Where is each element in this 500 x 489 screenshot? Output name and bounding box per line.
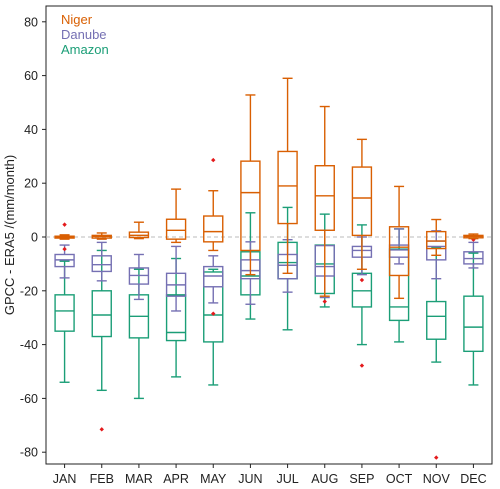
box-niger-mar [128, 221, 150, 240]
box-niger-jan [54, 222, 75, 240]
x-tick-label: JUN [238, 472, 262, 486]
y-tick-label: -60 [20, 392, 38, 406]
x-tick-label: JUL [276, 472, 298, 486]
y-tick-label: 40 [24, 123, 38, 137]
legend-entry-niger: Niger [61, 12, 93, 27]
x-tick-label: MAY [200, 472, 227, 486]
outlier-point [62, 246, 67, 252]
outlier-point [62, 222, 67, 227]
y-axis: -80 -60 -40 -20 0 20 40 60 80 [20, 15, 46, 460]
legend-entry-amazon: Amazon [61, 42, 109, 57]
iqr-box [351, 166, 373, 237]
iqr-box [203, 271, 224, 343]
outlier-point [211, 157, 216, 163]
box-niger-oct [388, 185, 410, 300]
y-tick-label: 20 [24, 177, 38, 191]
x-tick-label: OCT [386, 472, 413, 486]
series-niger [54, 77, 484, 300]
outlier-point [99, 427, 104, 432]
iqr-box [463, 295, 484, 353]
box-danube-dec [463, 241, 484, 269]
y-tick-label: 80 [24, 15, 38, 29]
iqr-box [165, 294, 187, 342]
box-niger-nov [426, 218, 447, 256]
box-layer [54, 77, 484, 460]
box-danube-mar [128, 253, 150, 301]
y-tick-label: -20 [20, 284, 38, 298]
outlier-point [434, 455, 439, 460]
iqr-box [203, 215, 224, 243]
iqr-box [426, 300, 447, 340]
box-niger-jul [277, 77, 298, 275]
iqr-box [277, 150, 298, 225]
y-tick-label: -80 [20, 446, 38, 460]
outlier-point [322, 299, 327, 304]
box-danube-jan [54, 244, 75, 279]
iqr-box [240, 160, 261, 252]
y-tick-label: 60 [24, 69, 38, 83]
y-tick-label: -40 [20, 338, 38, 352]
iqr-box [388, 226, 410, 277]
x-tick-label: MAR [125, 472, 153, 486]
x-tick-label: NOV [423, 472, 451, 486]
x-tick-label: SEP [349, 472, 374, 486]
box-niger-jun [240, 94, 261, 276]
x-tick-label: FEB [90, 472, 114, 486]
box-danube-may [203, 255, 224, 304]
outlier-point [211, 311, 216, 316]
outlier-point [359, 277, 365, 283]
iqr-box [314, 165, 335, 231]
iqr-box [388, 248, 410, 322]
box-amazon-feb [91, 249, 112, 432]
box-niger-apr [165, 188, 187, 244]
y-tick-label: 0 [31, 231, 38, 245]
y-axis-label: GPCC - ERA5 /(mm/month) [2, 155, 17, 315]
iqr-box [165, 218, 187, 240]
x-tick-label: JAN [53, 472, 77, 486]
box-niger-dec [463, 233, 484, 240]
box-danube-feb [91, 241, 112, 282]
iqr-box [426, 230, 447, 250]
x-tick-label: DEC [460, 472, 486, 486]
outlier-point [359, 363, 365, 368]
iqr-box [54, 294, 75, 332]
box-niger-aug [314, 105, 335, 297]
x-tick-label: APR [163, 472, 189, 486]
legend-entry-danube: Danube [61, 27, 107, 42]
x-tick-label: AUG [311, 472, 338, 486]
box-amazon-may [203, 268, 224, 386]
plot-frame [45, 5, 493, 465]
box-niger-sep [351, 138, 373, 270]
box-amazon-dec [463, 237, 484, 386]
box-danube-apr [165, 245, 187, 312]
x-axis: JAN FEB MAR APR MAY JUN JUL AUG SEP OCT NOV DEC [53, 464, 487, 486]
box-niger-feb [91, 232, 112, 240]
iqr-box [91, 290, 112, 338]
box-niger-may [203, 157, 224, 252]
iqr-box [91, 255, 112, 273]
